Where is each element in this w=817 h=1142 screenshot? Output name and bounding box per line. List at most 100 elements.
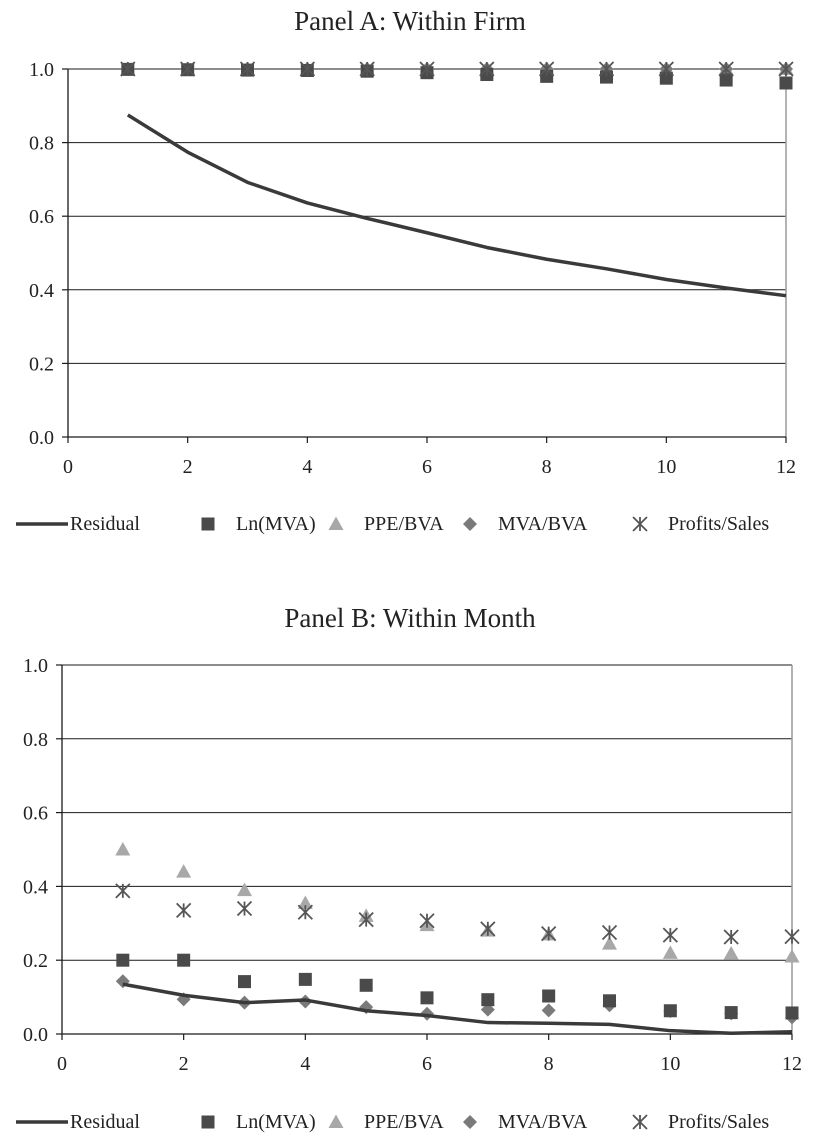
panel-a-title: Panel A: Within Firm (294, 6, 526, 36)
panel-b-legend-ln-mva-label: Ln(MVA) (236, 1111, 316, 1133)
panel-b-legend-profits-sales-swatch (632, 1114, 648, 1130)
panel-a-y-tick-label: 1.0 (29, 59, 54, 81)
panel-a-series-profits-sales-point (239, 61, 256, 77)
panel-b-series-ppe-bva-point (237, 882, 252, 897)
panel-b: Panel B: Within Month 0.0 0.2 0.4 0.6 0.8 1.0… (16, 603, 802, 1133)
panel-a-legend-ln-mva-label: Ln(MVA) (236, 513, 316, 535)
panel-b-series-profits-sales-point (236, 900, 253, 917)
panel-b-series-profits-sales-point (176, 902, 192, 919)
panel-a-x-tick-label: 10 (656, 456, 676, 478)
panel-b-legend-mva-bva-label: MVA/BVA (498, 1111, 588, 1133)
panel-a-legend-profits-sales-label: Profits/Sales (668, 513, 769, 535)
panel-b-title: Panel B: Within Month (284, 603, 536, 633)
panel-b-legend-ppe-bva-swatch (328, 1114, 344, 1128)
panel-b-legend-residual-label: Residual (70, 1111, 140, 1133)
panel-a-x-tick-label: 2 (183, 456, 193, 478)
panel-b-y-tick-label: 0.8 (23, 729, 48, 751)
panel-a-series-profits-sales-point (598, 61, 615, 77)
panel-b-series-ppe-bva-point (115, 842, 131, 856)
panel-b-legend-mva-bva-swatch (463, 1115, 477, 1129)
panel-a-x-tick-label: 8 (542, 456, 552, 478)
panel-b-series-ppe-bva-point (602, 936, 617, 950)
panel-a-x-tick-label: 4 (302, 456, 312, 478)
panel-b-legend-ppe-bva-label: PPE/BVA (364, 1111, 444, 1133)
panel-b-series-ppe-bva-point (662, 945, 678, 959)
panel-b-series-ln-mva-point (542, 989, 556, 1003)
panel-a-series-ln-mva-point (779, 76, 793, 90)
panel-a-series-profits-sales-point (180, 61, 196, 77)
panel-a-x-tick-label: 12 (776, 456, 796, 478)
panel-b-x-tick-label: 12 (782, 1053, 802, 1075)
panel-b-series-ln-mva-point (481, 993, 495, 1007)
panel-b-x-tick-label: 8 (544, 1053, 554, 1075)
panel-b-series-ln-mva-point (724, 1006, 738, 1020)
panel-a-series-profits-sales-point (658, 61, 674, 77)
panel-a-x-tick-label: 0 (63, 456, 73, 478)
panel-a-series-profits-sales-point (778, 61, 794, 77)
panel-b-series-ppe-bva-point (176, 864, 192, 878)
panel-a-legend-ppe-bva-swatch (328, 516, 344, 530)
panel-b-series-profits-sales-point (358, 911, 374, 928)
panel-b-series-ppe-bva-point (297, 895, 313, 910)
panel-b-y-tick-label: 0.2 (23, 950, 48, 972)
panel-a-legend-mva-bva-label: MVA/BVA (498, 513, 588, 535)
panel-b-series-ln-mva-point (663, 1004, 677, 1018)
panel-b-series-profits-sales-point (419, 913, 435, 929)
panel-a-series-residual-line (126, 113, 787, 298)
panel-a-legend-ppe-bva-label: PPE/BVA (364, 513, 444, 535)
panel-b-series-ln-mva-point (116, 953, 130, 967)
panel-a: Panel A: Within Firm 0.0 0.2 0.4 0.6 0.8 1.0 0… (16, 6, 796, 535)
panel-a-series-profits-sales-point (539, 61, 555, 77)
panel-a-x-tick-label: 6 (422, 456, 432, 478)
panel-b-y-tick-label: 0.0 (23, 1024, 48, 1046)
panel-b-x-tick-label: 2 (179, 1053, 189, 1075)
panel-b-x-tick-label: 0 (57, 1053, 67, 1075)
panel-b-series-ln-mva-point (298, 972, 312, 986)
panel-a-series-profits-sales-point (120, 61, 136, 77)
panel-a-series-profits-sales-point (479, 61, 495, 77)
panel-a-y-tick-label: 0.2 (29, 353, 54, 375)
panel-a-y-tick-label: 0.4 (29, 280, 54, 302)
panel-b-y-tick-label: 1.0 (23, 655, 48, 677)
panel-b-series-mva-bva-point (541, 1003, 556, 1018)
panel-b-series-profits-sales-point (723, 929, 739, 945)
panel-b-series-profits-sales-point (115, 883, 131, 899)
panel-a-series-profits-sales-point (359, 61, 375, 77)
panel-b-series-ln-mva-point (238, 975, 251, 989)
panel-b-y-tick-label: 0.4 (23, 876, 48, 898)
panel-b-series-profits-sales-point (297, 904, 313, 920)
panel-b-series-ppe-bva-point (723, 946, 739, 960)
panel-a-y-tick-label: 0.8 (29, 133, 54, 155)
panel-b-x-tick-label: 4 (300, 1053, 310, 1075)
panel-b-x-tick-label: 6 (422, 1053, 432, 1075)
panel-a-y-tick-label: 0.6 (29, 206, 54, 228)
panel-b-legend: Residual Ln(MVA) PPE/BVA MVA/BVA Profits/Sal… (16, 1111, 769, 1133)
panel-b-legend-profits-sales-label: Profits/Sales (668, 1111, 769, 1133)
panel-b-series-profits-sales-point (784, 928, 800, 945)
panel-b-series-ppe-bva-point (784, 949, 800, 963)
panel-b-series-profits-sales-point (480, 921, 496, 937)
panel-a-series-ln-mva-point (719, 73, 733, 87)
panel-b-series-residual-line (122, 982, 793, 1036)
panel-a-legend: Residual Ln(MVA) PPE/BVA MVA/BVA Profits/Sal… (16, 513, 769, 535)
panel-b-series-ln-mva-point (420, 991, 434, 1005)
panel-b-legend-ln-mva-swatch (201, 1115, 215, 1129)
panel-b-y-tick-label: 0.6 (23, 803, 48, 825)
panel-a-series-ln-mva-point (600, 70, 613, 84)
panel-b-series-profits-sales-point (541, 925, 557, 942)
panel-a-legend-mva-bva-swatch (463, 517, 477, 531)
panel-a-series-ln-mva-point (659, 71, 673, 85)
panel-b-series-ln-mva-point (177, 953, 191, 967)
panel-a-legend-ln-mva-swatch (201, 517, 215, 531)
panel-a-y-tick-label: 0.0 (29, 427, 54, 449)
panel-b-series-profits-sales-point (662, 927, 678, 943)
panel-a-series-profits-sales-point (419, 61, 435, 77)
panel-b-series-profits-sales-point (601, 924, 618, 941)
panel-a-legend-profits-sales-swatch (632, 516, 648, 532)
panel-b-series-ln-mva-point (359, 978, 373, 992)
panel-a-series-profits-sales-point (718, 61, 734, 77)
panel-a-series-profits-sales-point (299, 61, 315, 77)
panel-b-series-ln-mva-point (785, 1006, 799, 1020)
panel-b-series-ln-mva-point (603, 994, 616, 1008)
